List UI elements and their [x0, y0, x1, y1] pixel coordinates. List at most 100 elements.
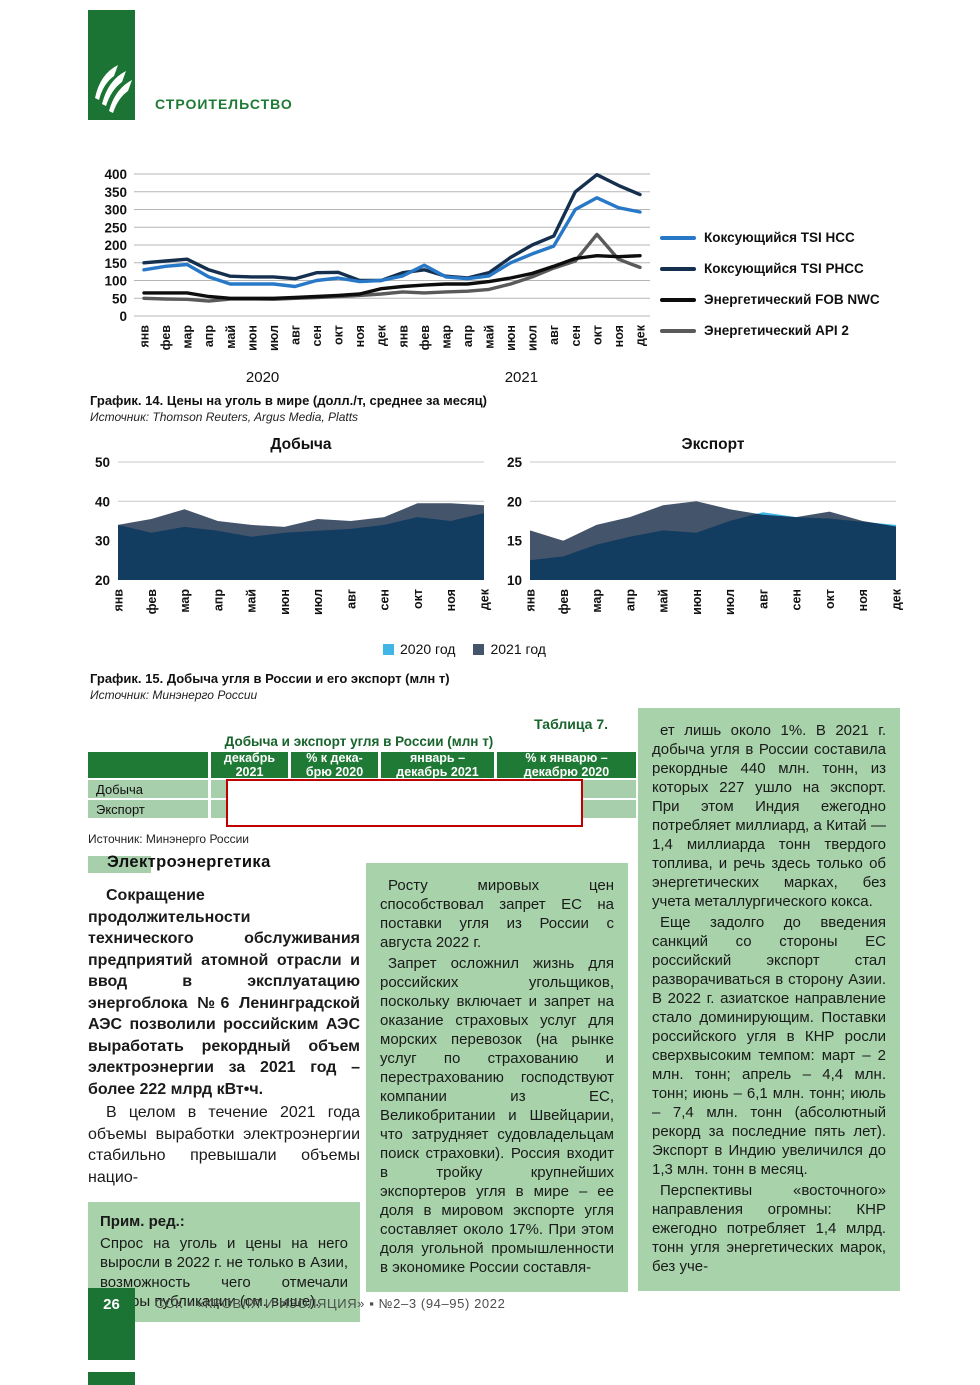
chart14-legend: Коксующийся TSI HCC Коксующийся TSI PHCC…	[660, 222, 960, 346]
svg-text:май: май	[245, 589, 259, 613]
svg-text:янв: янв	[138, 325, 152, 348]
svg-text:дек: дек	[478, 588, 492, 610]
publisher-logo	[88, 10, 135, 120]
svg-text:июл: июл	[723, 589, 737, 615]
highlight-text-box: Росту мировых цен способствовал запрет Е…	[366, 863, 628, 1292]
table-header-cell: % к январю – декабрю 2020	[497, 751, 636, 779]
svg-text:июн: июн	[245, 325, 259, 351]
page-number: 26	[103, 1296, 120, 1313]
table-header-cell: % к дека-брю 2020	[291, 751, 378, 779]
svg-text:10: 10	[507, 573, 522, 588]
chart14-source: Источник: Thomson Reuters, Argus Media, …	[90, 410, 359, 424]
left-column: Электроэнергетика Сокращение продолжител…	[88, 853, 360, 1322]
highlight-text-box: ет лишь около 1%. В 2021 г. добыча угля …	[638, 708, 900, 1291]
heading-highlight	[88, 856, 151, 873]
svg-text:ноя: ноя	[353, 325, 367, 347]
table-row-label: Экспорт	[88, 800, 208, 818]
svg-text:200: 200	[104, 238, 127, 253]
svg-text:15: 15	[507, 534, 523, 549]
svg-text:окт: окт	[332, 325, 346, 345]
svg-text:сен: сен	[378, 589, 392, 610]
note-body: Спрос на уголь и цены на него выросли в …	[100, 1234, 348, 1311]
svg-text:дек: дек	[634, 324, 648, 346]
svg-text:авг: авг	[756, 589, 770, 609]
logo-swoosh-icon	[95, 65, 132, 113]
svg-text:20: 20	[507, 494, 522, 509]
svg-text:фев: фев	[557, 589, 571, 615]
svg-text:авг: авг	[289, 325, 303, 345]
svg-text:150: 150	[104, 256, 127, 271]
svg-text:350: 350	[104, 185, 127, 200]
svg-text:мар: мар	[439, 325, 453, 349]
svg-text:авг: авг	[344, 589, 358, 609]
paragraph: Еще задолго до введения санкций со сторо…	[652, 914, 886, 1178]
svg-text:мар: мар	[178, 589, 192, 613]
svg-text:май: май	[483, 325, 497, 349]
svg-text:2021: 2021	[505, 369, 538, 386]
table-header-cell: декабрь 2021	[211, 751, 288, 779]
legend-item: Коксующийся TSI HCC	[660, 222, 960, 253]
svg-text:50: 50	[112, 291, 127, 306]
svg-text:июл: июл	[267, 325, 281, 351]
legend-square-swatch	[383, 643, 394, 655]
svg-text:дек: дек	[375, 324, 389, 346]
page-number-block: 26	[88, 1288, 135, 1360]
svg-text:0: 0	[119, 309, 127, 324]
legend-line-swatch	[660, 297, 696, 302]
legend-item: Энергетический API 2	[660, 315, 960, 346]
journal-footer-line: ССК ▪ «КРОВЛЯ И ИЗОЛЯЦИЯ» ▪ №2–3 (94–95)…	[155, 1296, 506, 1311]
svg-text:июл: июл	[526, 325, 540, 351]
svg-text:мар: мар	[590, 589, 604, 613]
paragraph: В целом в течение 2021 года объемы выраб…	[88, 1104, 360, 1186]
svg-text:фев: фев	[159, 325, 173, 351]
legend-line-swatch	[660, 266, 696, 271]
table-label: Таблица 7.	[534, 716, 608, 732]
footer-green-strip	[88, 1372, 135, 1385]
svg-text:100: 100	[104, 274, 127, 289]
right-column: ет лишь около 1%. В 2021 г. добыча угля …	[638, 708, 900, 1291]
svg-text:сен: сен	[310, 325, 324, 346]
svg-text:Экспорт: Экспорт	[682, 436, 745, 453]
svg-text:250: 250	[104, 220, 127, 235]
svg-text:2020: 2020	[246, 369, 279, 386]
chart15-caption: График. 15. Добыча угля в России и его э…	[90, 671, 450, 686]
left-column-text: Сокращение продолжительности техническог…	[88, 885, 360, 1188]
svg-text:янв: янв	[396, 325, 410, 348]
section-heading: Электроэнергетика	[88, 853, 360, 877]
chart15-caption-block: График. 15. Добыча угля в России и его э…	[90, 671, 650, 702]
chart14-caption-block: График. 14. Цены на уголь в мире (долл./…	[90, 393, 650, 424]
world-coal-price-chart: 0 50 100 150 200 250 300 350 400 янв фев мар апр май и…	[88, 160, 670, 397]
svg-text:май: май	[657, 589, 671, 613]
legend-item: Энергетический FOB NWC	[660, 284, 960, 315]
table-header-cell-empty	[88, 752, 208, 778]
paragraph: Перспективы «восточного» направления огр…	[652, 1182, 886, 1275]
table-title: Добыча и экспорт угля в России (млн т)	[224, 734, 494, 749]
legend-item: 2021 год	[473, 641, 546, 657]
svg-text:фев: фев	[418, 325, 432, 351]
svg-text:май: май	[224, 325, 238, 349]
svg-text:мар: мар	[181, 325, 195, 349]
svg-text:300: 300	[104, 203, 127, 218]
svg-text:июн: июн	[278, 589, 292, 615]
svg-text:сен: сен	[790, 589, 804, 610]
svg-text:янв: янв	[524, 589, 538, 612]
paragraph: Запрет осложнил жизнь для российских уго…	[380, 955, 614, 1276]
paragraph: Сокращение продолжительности техническог…	[88, 887, 360, 1098]
svg-text:апр: апр	[623, 589, 637, 612]
legend-line-swatch	[660, 328, 696, 333]
paragraph: ет лишь около 1%. В 2021 г. добыча угля …	[652, 722, 886, 910]
svg-text:фев: фев	[145, 589, 159, 615]
svg-text:30: 30	[95, 534, 110, 549]
table-header-cell: январь – декабрь 2021	[381, 751, 494, 779]
svg-text:ноя: ноя	[444, 589, 458, 611]
chart15-legend: 2020 год 2021 год	[383, 641, 546, 657]
coal-production-chart: Добыча 20 30 40 50 янв фев мар апр май июн июл авг се…	[80, 432, 494, 643]
svg-text:дек: дек	[890, 588, 904, 610]
svg-text:40: 40	[95, 494, 110, 509]
redacted-data-overlay	[226, 779, 583, 827]
coal-export-chart: Экспорт 10 15 20 25 янв фев мар апр май июн июл авг с…	[492, 432, 906, 643]
section-heading-title: Электроэнергетика	[107, 853, 271, 871]
svg-text:янв: янв	[112, 589, 126, 612]
legend-item: Коксующийся TSI PHCC	[660, 253, 960, 284]
